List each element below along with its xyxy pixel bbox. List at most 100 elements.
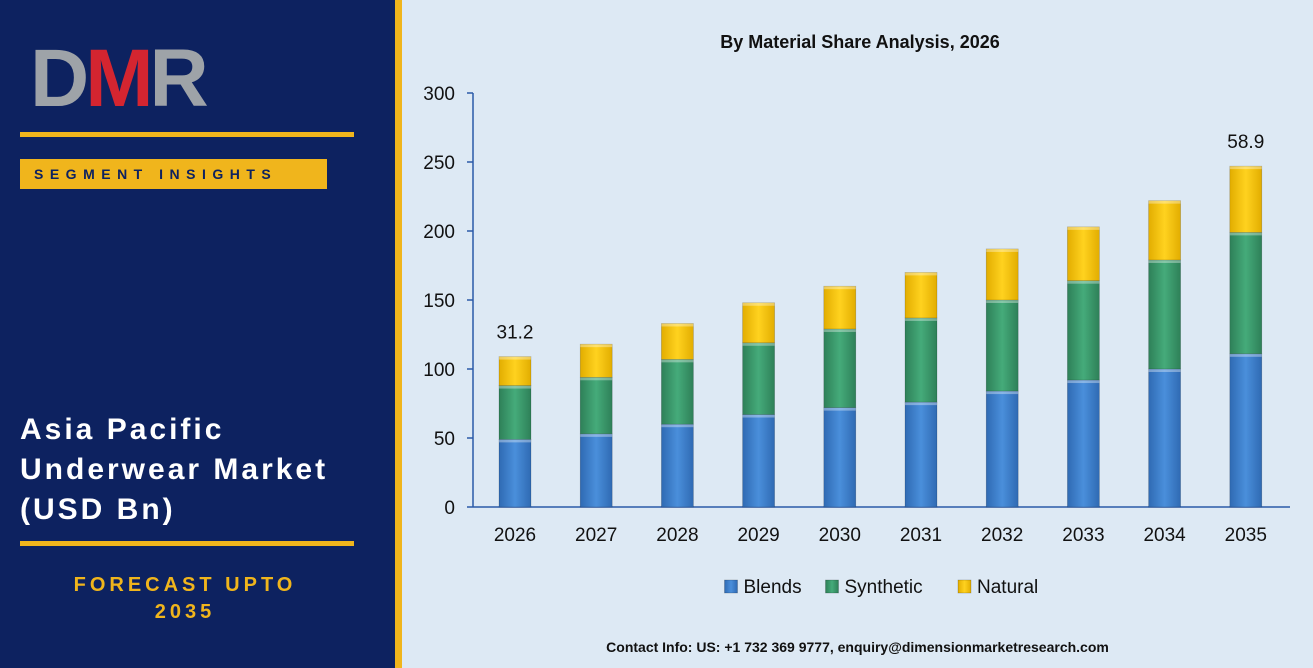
market-title-line-2: Underwear Market — [20, 453, 329, 486]
logo-letter-d: D — [30, 33, 89, 124]
legend-label-synthetic: Synthetic — [845, 577, 923, 598]
legend-label-natural: Natural — [977, 577, 1038, 598]
bar-bevel-natural-2033 — [1067, 226, 1100, 230]
bar-bevel-blends-2033 — [1067, 380, 1100, 384]
segment-insights-badge: SEGMENT INSIGHTS — [20, 159, 327, 189]
forecast-line-1: FORECAST UPTO — [73, 574, 297, 596]
logo-letter-r: R — [149, 33, 209, 124]
y-tick-label-200: 200 — [423, 222, 455, 243]
y-tick-label-250: 250 — [423, 153, 455, 174]
bar-bevel-natural-2035 — [1229, 166, 1262, 170]
bar-natural-2028 — [661, 323, 694, 360]
x-tick-label-2026: 2026 — [494, 525, 536, 546]
x-tick-label-2035: 2035 — [1225, 525, 1267, 546]
x-tick-label-2028: 2028 — [656, 525, 698, 546]
bar-bevel-blends-2031 — [905, 402, 937, 406]
bar-natural-2032 — [985, 248, 1019, 301]
data-label-2035: 58.9 — [1227, 132, 1264, 153]
market-title-line-3: (USD Bn) — [20, 493, 176, 526]
chart-title: By Material Share Analysis, 2026 — [720, 32, 1000, 52]
bar-bevel-synthetic-2029 — [742, 342, 775, 346]
bar-bevel-blends-2028 — [661, 424, 694, 428]
bar-natural-2033 — [1067, 226, 1100, 281]
bar-synthetic-2031 — [904, 317, 938, 403]
bar-blends-2030 — [823, 407, 857, 508]
y-tick-label-300: 300 — [423, 84, 455, 105]
market-title: Asia Pacific Underwear Market (USD Bn) — [20, 410, 380, 530]
bar-bevel-blends-2034 — [1148, 369, 1181, 372]
bar-synthetic-2027 — [579, 376, 613, 435]
bar-synthetic-2032 — [985, 299, 1019, 392]
bar-bevel-synthetic-2034 — [1148, 259, 1181, 263]
bar-bevel-synthetic-2031 — [905, 317, 937, 321]
bar-synthetic-2026 — [498, 385, 532, 440]
legend: Blends Synthetic Natural — [724, 577, 1038, 598]
bar-bevel-blends-2029 — [742, 414, 775, 418]
bar-bevel-synthetic-2028 — [661, 359, 694, 363]
bar-bevel-natural-2034 — [1148, 200, 1181, 204]
bar-bevel-synthetic-2027 — [580, 377, 613, 381]
bottom-divider-line — [20, 541, 354, 546]
legend-swatch-natural — [957, 579, 972, 594]
bar-blends-2028 — [661, 423, 694, 508]
bar-synthetic-2033 — [1067, 280, 1100, 381]
bar-blends-2034 — [1148, 368, 1181, 508]
bar-bevel-synthetic-2033 — [1067, 280, 1100, 284]
bar-natural-2034 — [1148, 200, 1181, 261]
bar-bevel-blends-2027 — [580, 433, 613, 437]
bar-blends-2026 — [498, 439, 532, 508]
dmr-logo: DMR — [30, 38, 209, 120]
bar-natural-2027 — [579, 343, 613, 378]
bar-synthetic-2028 — [661, 359, 694, 425]
bar-bevel-blends-2035 — [1229, 353, 1262, 357]
bar-bevel-synthetic-2030 — [823, 328, 856, 332]
bar-blends-2031 — [904, 401, 938, 508]
y-tick-label-100: 100 — [423, 360, 455, 381]
x-tick-label-2030: 2030 — [819, 525, 861, 546]
y-tick-label-50: 50 — [434, 429, 455, 450]
x-tick-label-2029: 2029 — [737, 525, 779, 546]
bar-natural-2035 — [1229, 165, 1263, 233]
bar-bevel-synthetic-2035 — [1229, 232, 1262, 236]
legend-swatch-synthetic — [825, 579, 839, 594]
bar-bevel-synthetic-2026 — [499, 385, 531, 389]
bar-synthetic-2034 — [1148, 259, 1181, 370]
bar-blends-2029 — [742, 414, 775, 508]
bar-blends-2032 — [985, 390, 1019, 508]
bar-bevel-natural-2032 — [986, 248, 1019, 252]
bar-bevel-blends-2032 — [986, 391, 1019, 395]
bar-bevel-natural-2026 — [499, 356, 531, 360]
bar-bevel-natural-2031 — [905, 272, 937, 276]
bar-synthetic-2035 — [1229, 232, 1263, 355]
legend-label-blends: Blends — [744, 577, 802, 598]
bar-bevel-natural-2030 — [823, 286, 856, 290]
bar-synthetic-2030 — [823, 328, 857, 408]
bar-blends-2027 — [579, 433, 613, 508]
bar-blends-2033 — [1067, 379, 1100, 508]
left-panel: DMR SEGMENT INSIGHTS Asia Pacific Underw… — [0, 0, 395, 668]
bar-bevel-blends-2030 — [823, 407, 856, 411]
forecast-label: FORECAST UPTO 2035 — [20, 572, 350, 626]
panel-divider — [395, 0, 402, 668]
bar-bevel-natural-2028 — [661, 323, 694, 327]
x-tick-label-2027: 2027 — [575, 525, 617, 546]
x-tick-label-2031: 2031 — [900, 525, 942, 546]
bar-natural-2030 — [823, 285, 857, 330]
bar-blends-2035 — [1229, 353, 1263, 508]
y-tick-label-0: 0 — [444, 498, 455, 519]
top-divider-line — [20, 132, 354, 137]
bar-bevel-synthetic-2032 — [986, 300, 1019, 303]
market-title-line-1: Asia Pacific — [20, 413, 225, 446]
data-label-2026: 31.2 — [497, 323, 534, 344]
legend-swatch-blends — [724, 579, 738, 594]
logo-letter-m: M — [85, 33, 153, 124]
bar-bevel-natural-2027 — [580, 344, 613, 348]
bar-bevel-blends-2026 — [499, 439, 531, 443]
labels: 0 50 100 150 200 250 300 2026 2027 2028 2029 2030 20… — [423, 84, 1267, 546]
bars — [498, 165, 1263, 508]
x-tick-label-2032: 2032 — [981, 525, 1023, 546]
forecast-line-2: 2035 — [154, 601, 216, 623]
bar-bevel-natural-2029 — [742, 302, 775, 306]
bar-natural-2029 — [742, 302, 775, 344]
